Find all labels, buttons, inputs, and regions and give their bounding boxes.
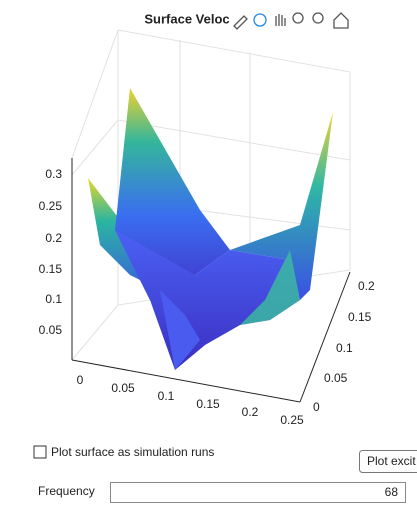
- y-tick-label: 0.05: [324, 371, 348, 385]
- plot-title: Surface Veloc: [144, 11, 229, 26]
- y-tick-label: 0.15: [348, 310, 372, 324]
- rotate-icon[interactable]: [254, 14, 266, 26]
- zoom-in-icon[interactable]: [293, 13, 303, 23]
- button-label[interactable]: Plot excit: [367, 454, 416, 468]
- y-tick-label: 0: [313, 400, 320, 414]
- x-tick-label: 0.2: [242, 405, 259, 419]
- frequency-label: Frequency: [38, 484, 95, 498]
- checkbox[interactable]: [34, 446, 46, 458]
- z-tick-label: 0.1: [45, 292, 62, 306]
- z-tick-label: 0.05: [39, 323, 63, 337]
- x-tick-label: 0.05: [111, 381, 135, 395]
- z-tick-label: 0.3: [45, 167, 62, 181]
- z-tick-label: 0.25: [39, 199, 63, 213]
- surface: [88, 88, 333, 370]
- x-tick-label: 0.25: [280, 413, 304, 427]
- z-tick-label: 0.15: [39, 262, 63, 276]
- y-tick-label: 0.2: [358, 279, 375, 293]
- home-icon[interactable]: [334, 13, 348, 28]
- zoom-out-icon[interactable]: [313, 13, 323, 23]
- z-tick-label: 0.2: [45, 231, 62, 245]
- checkbox-label[interactable]: Plot surface as simulation runs: [51, 445, 214, 459]
- x-tick-label: 0: [77, 373, 84, 387]
- x-tick-label: 0.1: [158, 389, 175, 403]
- brush-icon[interactable]: [234, 16, 247, 29]
- frequency-field[interactable]: [111, 483, 406, 503]
- pan-icon[interactable]: [276, 14, 285, 26]
- x-tick-label: 0.15: [196, 397, 220, 411]
- frequency-value[interactable]: 68: [385, 485, 399, 499]
- toolbar[interactable]: [234, 13, 348, 29]
- y-tick-label: 0.1: [336, 341, 353, 355]
